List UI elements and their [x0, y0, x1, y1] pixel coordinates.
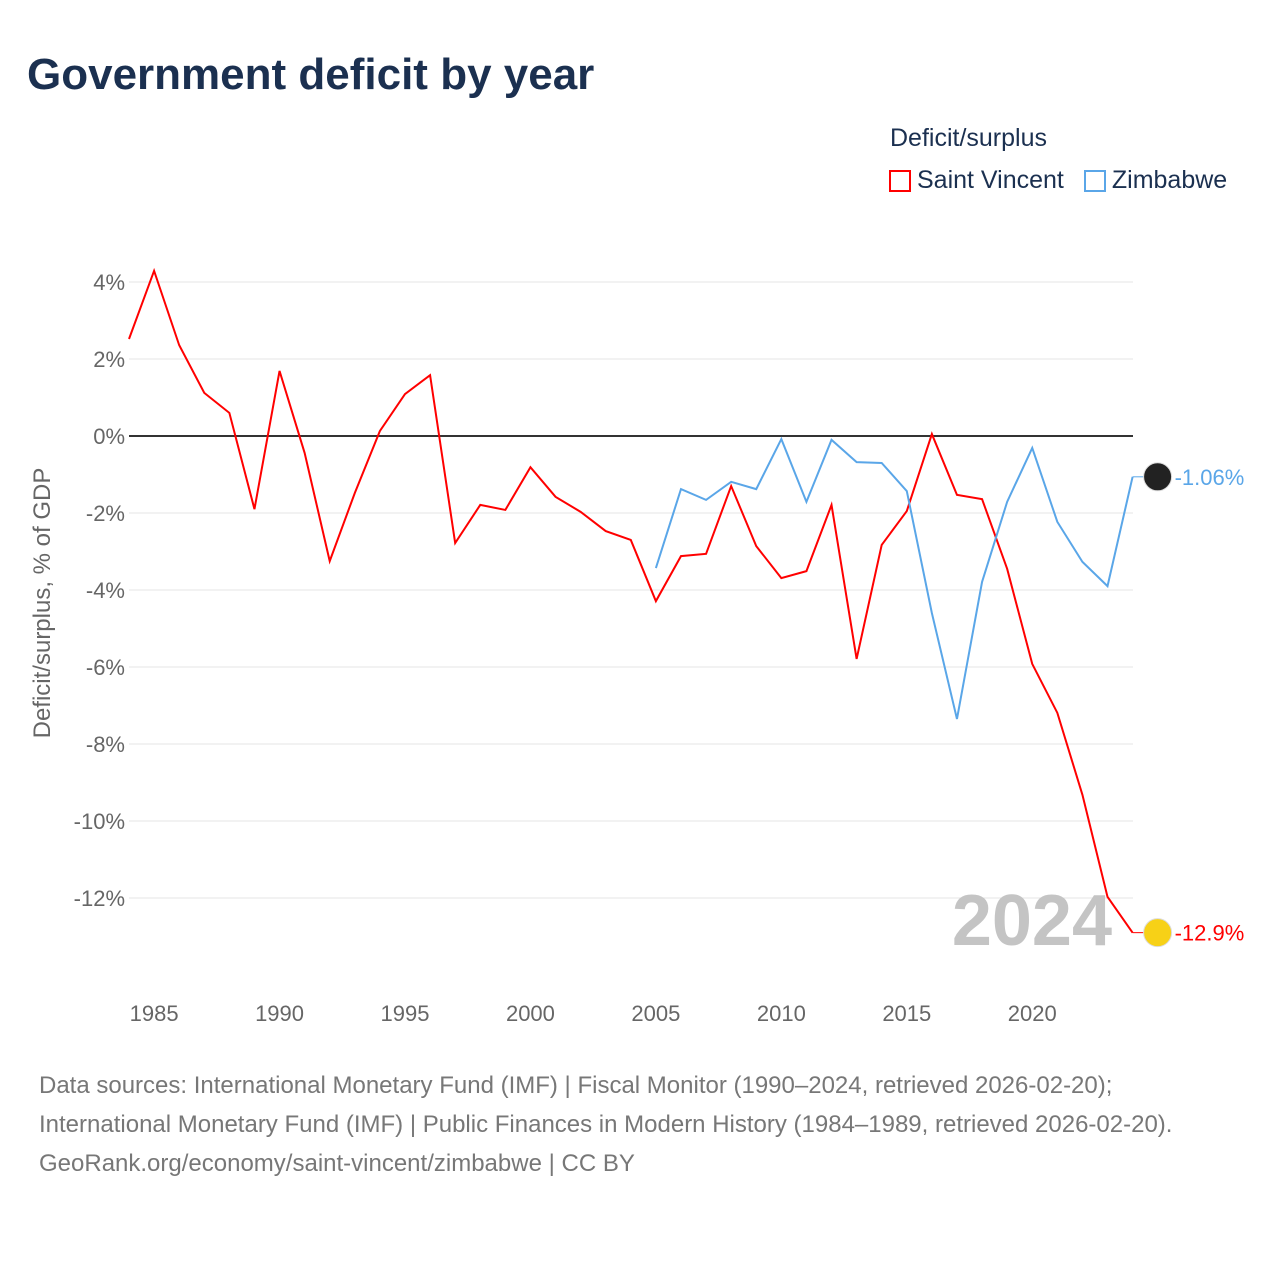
line-chart: 4% 2% 0% -2% -4% -6% -8% -10% -12% 1985 1990 1995 20… — [29, 267, 1245, 1026]
legend-swatch — [889, 169, 911, 192]
end-value-label: -12.9% — [1175, 921, 1245, 946]
legend-swatch — [1083, 169, 1106, 192]
legend-item-saint-vincent[interactable]: Saint Vincent — [889, 166, 1064, 195]
y-tick-label: -8% — [86, 732, 125, 757]
chart-title: Government deficit by year — [27, 50, 595, 99]
x-tick-label: 2010 — [757, 1001, 806, 1026]
data-sources: Data sources: International Monetary Fun… — [39, 1072, 1173, 1138]
zimbabwe-flag-icon — [1143, 462, 1173, 492]
legend-label: Saint Vincent — [917, 166, 1064, 194]
y-tick-label: 2% — [93, 347, 125, 372]
x-tick-label: 1990 — [255, 1001, 304, 1026]
y-tick-label: -12% — [74, 886, 125, 911]
legend-item-zimbabwe[interactable]: Zimbabwe — [1083, 166, 1228, 195]
y-tick-label: 4% — [93, 270, 125, 295]
legend-title: Deficit/surplus — [890, 124, 1047, 152]
year-watermark: 2024 — [952, 881, 1112, 961]
y-tick-label: -4% — [86, 578, 125, 603]
y-tick-label: -2% — [86, 501, 125, 526]
y-tick-label: -10% — [74, 809, 125, 834]
attribution: GeoRank.org/economy/saint-vincent/zimbab… — [39, 1150, 635, 1177]
y-tick-label: -6% — [86, 655, 125, 680]
x-tick-label: 1995 — [381, 1001, 430, 1026]
x-tick-label: 1985 — [130, 1001, 179, 1026]
x-tick-label: 2000 — [506, 1001, 555, 1026]
x-tick-label: 2005 — [631, 1001, 680, 1026]
series-line-saint-vincent — [128, 267, 1134, 934]
saint-vincent-flag-icon — [1143, 918, 1173, 948]
y-tick-label: 0% — [93, 424, 125, 449]
legend-label: Zimbabwe — [1111, 166, 1228, 194]
footer: Data sources: International Monetary Fun… — [39, 1066, 1239, 1183]
legend: Saint Vincent Zimbabwe — [889, 166, 1227, 195]
x-tick-label: 2020 — [1008, 1001, 1057, 1026]
series-line-zimbabwe — [654, 436, 1134, 720]
x-tick-label: 2015 — [882, 1001, 931, 1026]
end-value-label: -1.06% — [1175, 465, 1245, 490]
y-axis-label: Deficit/surplus, % of GDP — [29, 468, 56, 739]
